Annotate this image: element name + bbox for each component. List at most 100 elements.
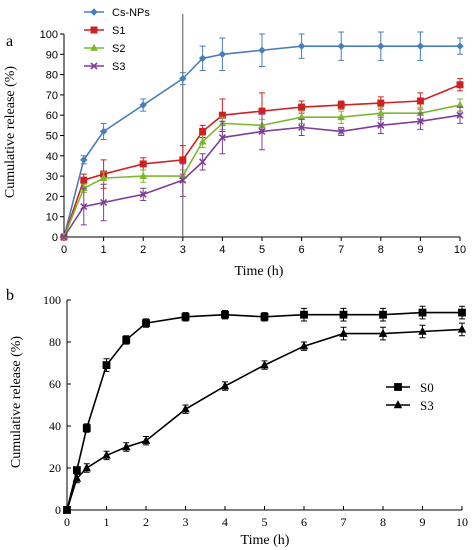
data-point xyxy=(99,127,108,136)
x-tick-label: 10 xyxy=(454,244,466,256)
panel-a-label: a xyxy=(6,33,13,50)
data-point xyxy=(300,310,308,319)
legend-item-s3: S3 xyxy=(84,61,125,73)
x-tick-label: 7 xyxy=(338,244,344,256)
legend-swatch-marker xyxy=(394,383,402,391)
data-point xyxy=(258,46,266,54)
legend-label: Cs-NPs xyxy=(112,7,150,19)
data-point xyxy=(72,466,81,475)
legend-label: S3 xyxy=(420,398,434,413)
data-point xyxy=(82,463,91,472)
y-tick-label: 50 xyxy=(46,131,58,143)
y-tick-label: 90 xyxy=(46,49,58,61)
legend-label: S3 xyxy=(112,61,125,73)
panel-a-xlabel: Time (h) xyxy=(235,264,284,279)
data-point xyxy=(102,361,111,370)
series-cs-nps xyxy=(60,31,464,241)
panel-a-legend: Cs-NPs S1 S2 S3 xyxy=(84,7,150,73)
series-line xyxy=(66,311,462,511)
data-point xyxy=(100,198,108,207)
series-s3 xyxy=(60,106,464,241)
panel-a: a Cumulative release (%) Time (h) 0 1 2 3 4 5… xyxy=(3,7,466,279)
x-tick-label: 8 xyxy=(380,515,386,529)
data-point xyxy=(337,112,346,121)
data-point xyxy=(416,117,424,125)
y-tick-label: 80 xyxy=(46,70,58,82)
series-line xyxy=(66,328,463,511)
data-point xyxy=(339,310,348,319)
data-point xyxy=(199,158,207,166)
data-point xyxy=(299,341,309,350)
x-tick-label: 4 xyxy=(219,244,225,256)
y-tick-label: 0 xyxy=(52,232,58,244)
panel-b-label: b xyxy=(6,287,14,304)
y-tick-label: 40 xyxy=(46,151,58,163)
data-point xyxy=(142,319,150,328)
x-tick-label: 2 xyxy=(143,515,149,529)
data-point xyxy=(416,42,425,50)
data-point xyxy=(139,171,148,179)
legend-item-cs-nps: Cs-NPs xyxy=(84,7,150,19)
data-point xyxy=(258,127,266,136)
data-point xyxy=(198,54,207,63)
legend-label: S1 xyxy=(112,25,125,37)
data-point xyxy=(379,310,387,319)
data-point xyxy=(122,336,131,344)
y-tick-label: 20 xyxy=(49,461,61,475)
y-tick-label: 10 xyxy=(46,212,58,224)
legend-label: S0 xyxy=(420,380,434,395)
legend-swatch-marker xyxy=(90,43,98,51)
panel-a-series xyxy=(60,31,464,241)
panel-b-series xyxy=(62,305,467,514)
data-point xyxy=(260,312,269,321)
data-point xyxy=(221,310,229,319)
x-tick-label: 9 xyxy=(417,244,423,256)
y-tick-label: 80 xyxy=(49,335,61,349)
data-point xyxy=(376,108,385,117)
x-tick-label: 3 xyxy=(183,515,189,529)
legend-item-s3: S3 xyxy=(386,398,434,413)
data-point xyxy=(72,473,82,482)
data-point xyxy=(220,381,230,390)
data-point xyxy=(458,308,466,317)
legend-swatch-marker xyxy=(90,8,98,16)
data-point xyxy=(139,190,147,198)
data-point xyxy=(218,133,226,142)
x-tick-label: 10 xyxy=(456,515,468,529)
data-point xyxy=(141,435,151,444)
y-tick-label: 40 xyxy=(49,419,61,433)
data-point xyxy=(456,81,464,89)
legend-item-s0: S0 xyxy=(386,380,434,395)
data-point xyxy=(418,308,427,317)
data-point xyxy=(297,42,306,50)
data-point xyxy=(337,101,345,109)
data-point xyxy=(179,74,187,83)
y-tick-label: 0 xyxy=(55,503,61,517)
x-tick-label: 6 xyxy=(301,515,307,529)
series-s0 xyxy=(63,305,466,514)
legend-label: S2 xyxy=(112,43,125,55)
data-point xyxy=(82,424,91,433)
panel-b: b Cumulative release (%) Time (h) 0 1 2 3 4 5… xyxy=(6,287,468,548)
data-point xyxy=(181,404,190,413)
y-tick-label: 60 xyxy=(49,377,61,391)
data-point xyxy=(218,50,227,59)
data-point xyxy=(377,42,385,50)
data-point xyxy=(378,328,388,337)
x-tick-label: 5 xyxy=(259,244,265,256)
legend-swatch-marker xyxy=(393,400,403,409)
y-tick-label: 30 xyxy=(46,171,58,183)
data-point xyxy=(377,99,385,107)
data-point xyxy=(80,176,88,184)
data-point xyxy=(181,312,190,321)
data-point xyxy=(60,233,68,241)
data-point xyxy=(260,360,269,369)
data-point xyxy=(337,127,345,136)
y-tick-label: 70 xyxy=(46,90,58,102)
x-tick-label: 4 xyxy=(222,515,228,529)
series-s3 xyxy=(62,322,467,514)
